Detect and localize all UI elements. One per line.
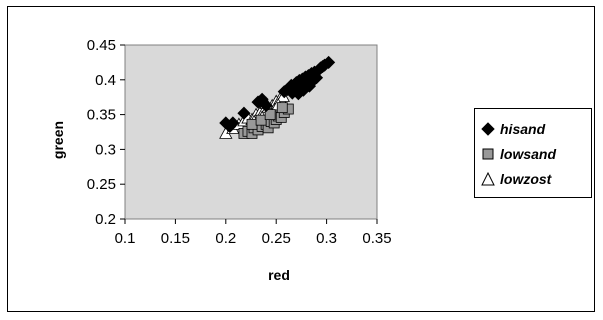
x-tick-label: 0.25 bbox=[262, 230, 291, 247]
legend-item-hisand: hisand bbox=[481, 119, 545, 139]
legend-label: lowzost bbox=[500, 171, 552, 187]
y-tick-label: 0.2 bbox=[95, 211, 116, 228]
data-points bbox=[219, 55, 336, 139]
data-point-hisand bbox=[303, 73, 318, 87]
data-point-lowsand bbox=[276, 102, 288, 114]
diamond-marker-icon bbox=[481, 122, 495, 136]
axis-ticks: 0.1 0.15 0.2 0.25 0.3 0.35 0.2 0.25 0.3 0.35 0.4 0.… bbox=[87, 37, 392, 247]
triangle-marker-icon bbox=[481, 172, 495, 186]
data-point-lowsand bbox=[255, 114, 267, 126]
data-point-hisand bbox=[291, 87, 305, 101]
data-point-hisand bbox=[284, 78, 298, 92]
data-point-lowsand bbox=[246, 118, 258, 130]
y-tick-label: 0.35 bbox=[87, 107, 116, 124]
legend-item-lowsand: lowsand bbox=[481, 144, 556, 164]
data-point-hisand bbox=[322, 55, 336, 69]
x-axis-title: red bbox=[268, 267, 290, 283]
legend-label: hisand bbox=[500, 121, 546, 137]
y-tick-label: 0.45 bbox=[87, 37, 116, 54]
y-tick-label: 0.4 bbox=[95, 72, 116, 89]
legend-label: lowsand bbox=[500, 146, 557, 162]
y-tick-label: 0.25 bbox=[87, 176, 116, 193]
data-point-lowsand bbox=[264, 109, 276, 120]
x-tick-label: 0.1 bbox=[115, 230, 136, 247]
legend-item-lowzost: lowzost bbox=[481, 169, 551, 189]
data-point-hisand bbox=[259, 98, 273, 113]
x-tick-label: 0.2 bbox=[215, 230, 236, 247]
square-marker-icon bbox=[482, 148, 494, 160]
data-point-hisand bbox=[237, 106, 251, 120]
x-tick-label: 0.35 bbox=[362, 230, 391, 247]
y-tick-label: 0.3 bbox=[95, 141, 116, 158]
legend: hisand lowsand lowzost bbox=[474, 108, 592, 198]
x-tick-label: 0.15 bbox=[161, 230, 190, 247]
y-axis-title: green bbox=[50, 121, 66, 159]
data-point-hisand bbox=[226, 116, 240, 130]
x-tick-label: 0.3 bbox=[316, 230, 337, 247]
